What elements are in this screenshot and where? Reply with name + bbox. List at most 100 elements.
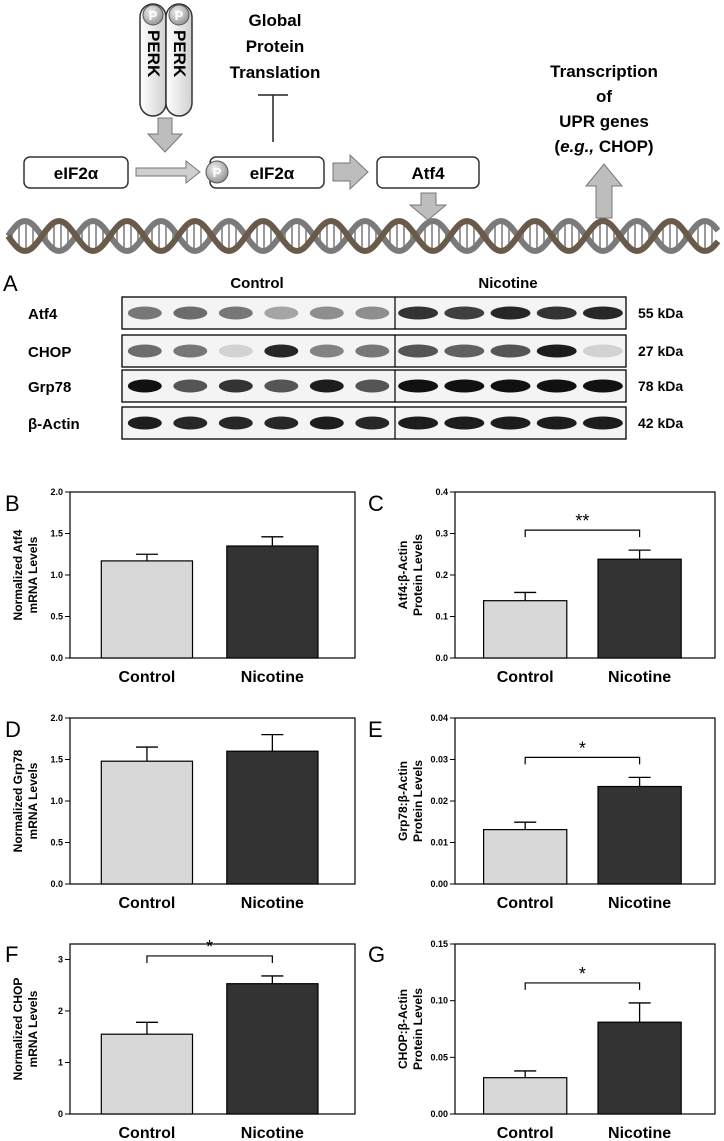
phospho-right-label: P xyxy=(175,8,184,23)
blot-band xyxy=(490,416,531,430)
transcription-line1: Transcription xyxy=(550,62,658,81)
chart-g: G 0.00 0.05 0.10 0.15 CHOP:β-Actin Protein Lev… xyxy=(368,939,716,1141)
bar-nicotine xyxy=(226,983,319,1115)
phospho-eif2a-label: P xyxy=(213,165,222,180)
panel-label-a: A xyxy=(3,271,18,296)
arrow-down-atf4-icon xyxy=(408,192,448,221)
y-axis-label: CHOP:β-Actin xyxy=(396,989,410,1069)
blot-band xyxy=(264,416,299,430)
x-tick-label: Nicotine xyxy=(608,895,671,912)
y-tick-label: 0.02 xyxy=(430,796,448,806)
chart-e: E 0.00 0.01 0.02 0.03 0.04 Grp78:β-Actin Protei… xyxy=(368,713,716,912)
bar-control xyxy=(100,760,194,885)
y-tick-label: 2.0 xyxy=(50,487,63,497)
phospho-eif2a-icon xyxy=(205,160,229,184)
blot-row-label: Grp78 xyxy=(28,379,71,396)
blot-band xyxy=(127,379,162,393)
y-tick-label: 0.0 xyxy=(435,653,448,663)
panel-label: F xyxy=(5,942,18,967)
y-axis-label: mRNA Levels xyxy=(26,990,40,1067)
blot-band xyxy=(398,379,439,393)
blot-band xyxy=(127,416,162,430)
perk-receptor-right xyxy=(165,3,193,117)
y-tick-label: 1.0 xyxy=(50,796,63,806)
blot-band xyxy=(582,379,623,393)
dna-helix-icon xyxy=(5,218,721,254)
blot-group-control: Control xyxy=(230,275,283,292)
blot-band xyxy=(264,306,299,320)
y-tick-label: 2 xyxy=(58,1006,63,1016)
y-tick-label: 0 xyxy=(58,1109,63,1119)
y-axis-label: Grp78:β-Actin xyxy=(396,761,410,841)
bar-nicotine xyxy=(226,750,319,885)
panel-label: G xyxy=(368,942,385,967)
chart-c: C 0.0 0.1 0.2 0.3 0.4 Atf4:β-Actin Protein Leve… xyxy=(368,487,716,686)
significance-label: * xyxy=(579,964,586,984)
blot-group-nicotine: Nicotine xyxy=(478,275,537,292)
blot-row-label: β-Actin xyxy=(28,416,80,433)
y-axis-label: mRNA Levels xyxy=(26,762,40,839)
y-tick-label: 1.5 xyxy=(50,529,63,539)
y-tick-label: 0.03 xyxy=(430,755,448,765)
significance-bracket xyxy=(146,955,273,963)
bar-control xyxy=(100,1033,194,1115)
blot-band xyxy=(264,379,299,393)
y-tick-label: 1 xyxy=(58,1057,63,1067)
y-tick-label: 0.2 xyxy=(435,570,448,580)
blot-band xyxy=(582,344,623,358)
blot-kda-label: 42 kDa xyxy=(638,415,683,431)
phospho-right-icon xyxy=(168,4,190,26)
blot-band xyxy=(355,344,390,358)
arrow-up-transcription-icon xyxy=(584,163,624,219)
global-translation-line2: Protein xyxy=(246,37,305,56)
y-tick-label: 0.0 xyxy=(50,879,63,889)
blot-band xyxy=(309,379,344,393)
x-tick-label: Control xyxy=(119,1125,176,1141)
dna-strand-front xyxy=(5,218,721,254)
perk-label-left: PERK xyxy=(144,30,163,78)
significance-label: ** xyxy=(575,511,589,531)
blot-band xyxy=(444,416,485,430)
bar-nicotine xyxy=(597,558,682,659)
bar-control xyxy=(100,560,194,659)
blot-band xyxy=(264,344,299,358)
panel-label: E xyxy=(368,717,383,742)
chart-d: D 0.0 0.5 1.0 1.5 2.0 Normalized Grp78 mRNA Lev… xyxy=(5,713,356,912)
blot-band xyxy=(444,379,485,393)
blot-row-label: CHOP xyxy=(28,344,71,361)
chart-f: F 0 1 2 3 Normalized CHOP mRNA Levels Control Ni… xyxy=(5,937,356,1141)
x-tick-label: Nicotine xyxy=(241,895,304,912)
blot-band xyxy=(309,416,344,430)
x-tick-label: Control xyxy=(497,895,554,912)
significance-label: * xyxy=(579,738,586,758)
inhibition-bar-icon xyxy=(258,94,288,142)
y-axis-label: Normalized CHOP xyxy=(11,978,25,1081)
y-tick-label: 0.00 xyxy=(430,1109,448,1119)
y-axis-label: Normalized Grp78 xyxy=(11,749,25,852)
arrow-right-thick-icon xyxy=(332,153,369,191)
blot-band xyxy=(127,306,162,320)
eif2a-label: eIF2α xyxy=(54,164,99,183)
significance-bracket xyxy=(524,529,641,538)
y-axis-label: Protein Levels xyxy=(411,534,425,616)
perk-label-right: PERK xyxy=(170,30,189,78)
bar-nicotine xyxy=(226,545,319,659)
blot-band xyxy=(490,379,531,393)
blot-band xyxy=(398,344,439,358)
y-axis-label: Normalized Atf4 xyxy=(11,529,25,620)
blot-band xyxy=(444,306,485,320)
blot-kda-label: 27 kDa xyxy=(638,343,683,359)
y-tick-label: 0.04 xyxy=(430,713,448,723)
blot-band xyxy=(355,379,390,393)
y-tick-label: 0.0 xyxy=(50,653,63,663)
significance-label: * xyxy=(206,937,213,957)
significance-bracket xyxy=(524,982,641,990)
blot-band xyxy=(218,306,253,320)
blot-band xyxy=(218,379,253,393)
y-tick-label: 0.3 xyxy=(435,529,448,539)
blot-band xyxy=(536,416,577,430)
x-tick-label: Nicotine xyxy=(241,669,304,686)
blot-band xyxy=(490,344,531,358)
bar-control xyxy=(483,600,568,659)
